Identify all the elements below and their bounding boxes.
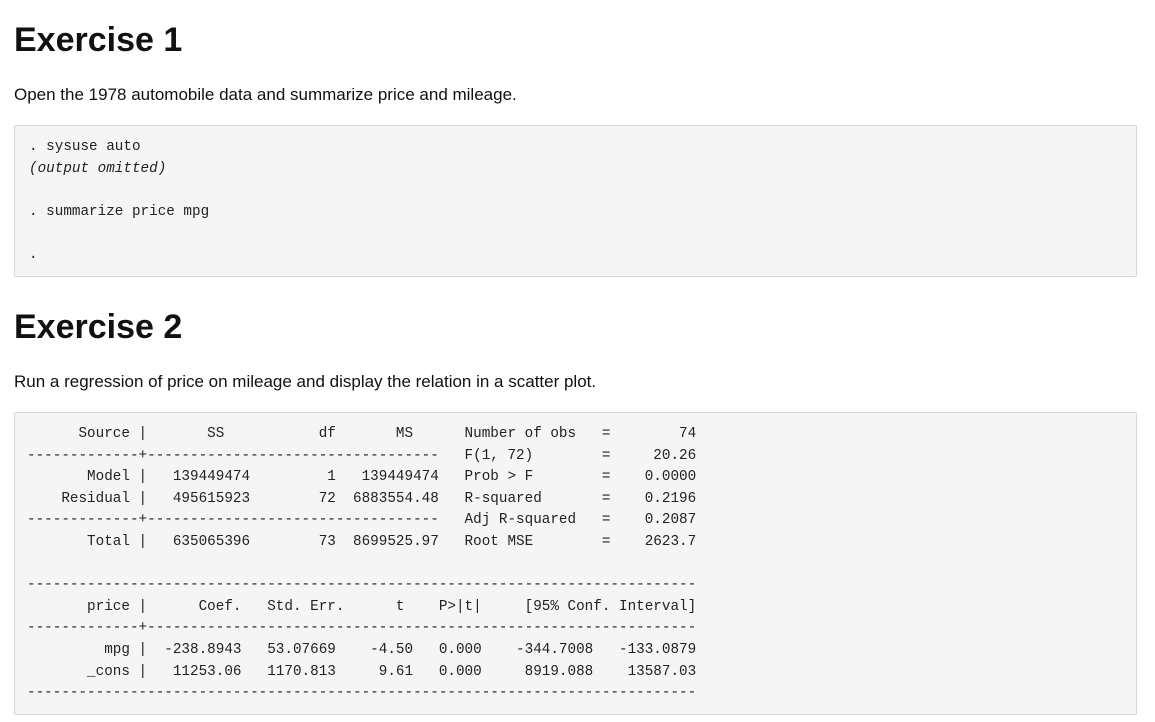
- output-line: -------------+--------------------------…: [27, 447, 697, 464]
- output-line: Residual | 495615923 72 6883554.48 R-squ…: [27, 490, 697, 507]
- exercise-2-instruction: Run a regression of price on mileage and…: [14, 372, 597, 391]
- code-line-output-omitted: (output omitted): [29, 160, 167, 177]
- output-line: ----------------------------------------…: [27, 577, 697, 594]
- output-line: -------------+--------------------------…: [27, 512, 697, 529]
- output-line: Model | 139449474 1 139449474 Prob > F =…: [27, 469, 697, 486]
- output-line: [27, 554, 1124, 576]
- output-line: Source | SS df MS Number of obs = 74: [27, 426, 697, 442]
- code-line: . sysuse auto: [29, 139, 141, 155]
- output-line: price | Coef. Std. Err. t P>|t| [95% Con…: [27, 598, 697, 615]
- code-line: [29, 180, 1122, 202]
- exercise-1-code: . sysuse auto (output omitted) . summarize…: [29, 137, 1122, 267]
- code-line: . summarize price mpg: [29, 203, 210, 220]
- code-line: [29, 223, 1122, 245]
- output-line: mpg | -238.8943 53.07669 -4.50 0.000 -34…: [27, 641, 697, 658]
- exercise-2-output-block: Source | SS df MS Number of obs = 74 ----…: [14, 412, 1137, 715]
- output-line: _cons | 11253.06 1170.813 9.61 0.000 891…: [27, 663, 697, 680]
- exercise-1-instruction: Open the 1978 automobile data and summar…: [14, 85, 517, 104]
- exercise-1-code-block: . sysuse auto (output omitted) . summarize…: [14, 125, 1137, 277]
- output-line: ----------------------------------------…: [27, 685, 697, 702]
- exercise-2-heading: Exercise 2: [14, 308, 183, 346]
- output-line: -------------+--------------------------…: [27, 620, 697, 637]
- output-line: Total | 635065396 73 8699525.97 Root MSE…: [27, 533, 697, 550]
- code-line: .: [29, 246, 38, 263]
- regression-output: Source | SS df MS Number of obs = 74 ----…: [27, 424, 1124, 705]
- exercise-1-heading: Exercise 1: [14, 21, 183, 59]
